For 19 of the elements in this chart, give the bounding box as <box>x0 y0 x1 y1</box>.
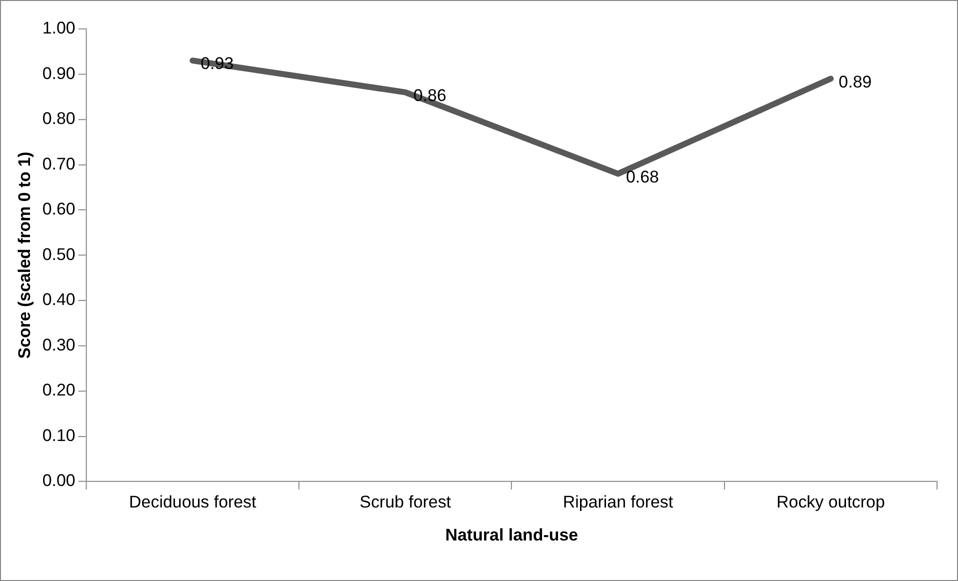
x-tick-label: Scrub forest <box>360 492 452 512</box>
y-tick-label: 0.90 <box>42 64 76 83</box>
y-tick-label: 0.20 <box>42 380 76 400</box>
x-tick-label: Rocky outcrop <box>776 492 885 512</box>
y-axis-title: Score (scaled from 0 to 1) <box>14 152 34 359</box>
y-tick-label: 0.80 <box>42 109 76 128</box>
y-tick-label: 0.10 <box>42 426 76 445</box>
x-tick-label: Riparian forest <box>562 492 674 512</box>
x-axis-title: Natural land-use <box>445 526 578 545</box>
y-tick-label: 1.00 <box>42 18 76 38</box>
y-tick-label: 0.40 <box>42 290 76 310</box>
y-tick-label: 0.60 <box>42 200 76 219</box>
x-tick-label: Deciduous forest <box>129 492 257 512</box>
y-tick-label: 0.00 <box>42 471 76 490</box>
y-tick-label: 0.30 <box>42 335 76 354</box>
y-tick-label: 0.70 <box>42 154 76 174</box>
data-label: 0.68 <box>626 167 659 186</box>
y-tick-label: 0.50 <box>42 244 76 264</box>
data-label: 0.89 <box>838 72 872 92</box>
